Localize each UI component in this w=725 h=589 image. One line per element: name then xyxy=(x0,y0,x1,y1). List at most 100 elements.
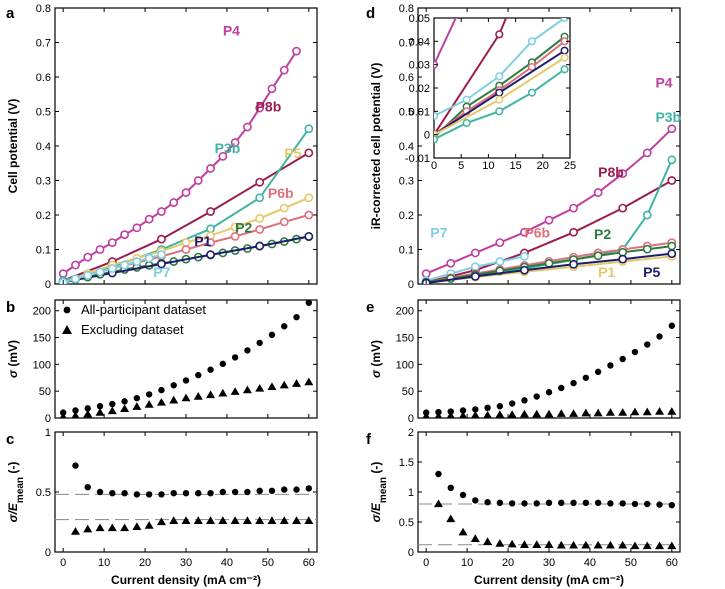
panel-f-point-excluding xyxy=(433,499,443,508)
panel-c-point-all xyxy=(293,486,300,493)
panel-f-xtick-label: 20 xyxy=(502,557,514,569)
panel-c-point-excluding xyxy=(304,516,314,524)
panel-f-point-all xyxy=(631,500,639,508)
inset-point-P3b xyxy=(495,107,504,116)
panel-b-point-excluding xyxy=(107,406,117,415)
panel-c-point-all xyxy=(219,488,227,496)
panel-e-point-all xyxy=(558,384,565,392)
panel-d-series-label-P1: P1 xyxy=(598,264,615,280)
panel-b-ytick-label: 100 xyxy=(33,359,51,371)
panel-a-plot-area xyxy=(54,7,318,285)
panel-c-point-all xyxy=(207,490,214,497)
panel-b-point-all xyxy=(72,407,79,414)
panel-e-ytick-label: 100 xyxy=(396,359,414,371)
panel-e-point-excluding xyxy=(459,411,467,418)
panel-d-marks xyxy=(421,124,677,284)
panel-f-ytick-label: 2 xyxy=(408,427,414,439)
panel-a-point-P6b xyxy=(255,225,265,234)
panel-a-point-P4 xyxy=(292,46,301,56)
panel-b-point-all xyxy=(121,398,128,405)
panel-c-xlabel: Current density (mA cm⁻²) xyxy=(111,573,261,587)
panel-d-point-P4 xyxy=(470,248,480,258)
panel-d-ytick-label: 0.5 xyxy=(399,107,414,119)
panel-f-xtick-label: 60 xyxy=(666,557,678,569)
panel-e-point-all xyxy=(570,379,577,387)
panel-a-series-label-P4: P4 xyxy=(223,23,240,39)
panel-c-point-all xyxy=(145,491,153,498)
panel-a-point-P4 xyxy=(279,65,289,75)
inset-xtick-label: 10 xyxy=(482,160,494,172)
panel-b-ytick-label: 50 xyxy=(39,386,51,398)
panel-label-f: f xyxy=(366,431,372,448)
panel-b-ylabel-sigma: σ xyxy=(6,369,20,378)
panel-b-point-excluding xyxy=(95,408,105,416)
panel-f-point-excluding xyxy=(532,540,542,548)
panel-f-point-excluding xyxy=(483,537,493,545)
panel-b-point-excluding xyxy=(193,392,203,400)
panel-e-point-excluding xyxy=(667,407,677,415)
panel-c-ytick-label: 0 xyxy=(45,547,51,559)
panel-a-ytick-label: 0 xyxy=(45,279,51,291)
panel-b-point-all xyxy=(84,405,91,412)
panel-d-ylabel: iR-corrected cell potential (V) xyxy=(369,63,383,230)
panel-c-point-all xyxy=(268,487,276,494)
panel-f-ytick-label: 0 xyxy=(408,547,414,559)
panel-a-point-P4 xyxy=(71,260,80,270)
panel-d-point-P5 xyxy=(470,272,480,281)
panel-b-ytick-label: 0 xyxy=(45,413,51,425)
panel-e-point-all xyxy=(631,348,639,356)
panel-f-point-excluding xyxy=(667,541,677,550)
panel-c-point-excluding xyxy=(242,516,252,524)
panel-b-point-excluding xyxy=(267,382,277,391)
panel-b-point-excluding xyxy=(304,377,314,386)
panel-b-point-excluding xyxy=(144,400,154,408)
panel-f-point-excluding xyxy=(507,539,517,548)
panel-d-point-P8b xyxy=(569,227,578,237)
inset-point-P1 xyxy=(495,95,504,104)
panel-a-point-P4 xyxy=(181,188,191,197)
panel-f-point-excluding xyxy=(446,514,456,523)
panel-a-ytick-label: 0.4 xyxy=(36,141,51,153)
inset-point-P7 xyxy=(495,72,504,81)
panel-a-point-P4 xyxy=(132,223,142,233)
panel-a-point-P4 xyxy=(157,207,166,216)
panel-c-point-all xyxy=(244,488,251,496)
panel-b-point-excluding xyxy=(279,380,289,389)
panel-f-point-all xyxy=(570,499,577,506)
panel-a-series-label-P2: P2 xyxy=(235,219,252,235)
panel-a-point-P7 xyxy=(144,253,154,263)
panel-c-point-excluding xyxy=(255,516,265,524)
inset-point-P7 xyxy=(560,18,569,23)
panel-a-point-P7 xyxy=(107,264,117,273)
panel-f-ylabel-main: σ/E xyxy=(369,502,383,522)
inset-point-P3b xyxy=(434,135,439,144)
inset-point-P7 xyxy=(527,37,536,46)
panel-a-point-P4 xyxy=(218,151,228,161)
panel-f-point-all xyxy=(619,500,626,507)
panel-d-ytick-label: 0.4 xyxy=(399,141,414,153)
inset-marks xyxy=(434,18,569,144)
inset-point-P3b xyxy=(527,88,536,97)
inset-point-P6b xyxy=(527,62,536,72)
panel-d-point-P4 xyxy=(569,203,578,213)
panel-e-marks xyxy=(422,322,677,418)
legend-marker-excluding xyxy=(62,325,72,334)
panel-c-point-all xyxy=(170,490,177,497)
panel-a-point-P4 xyxy=(255,103,265,113)
panel-e-point-all xyxy=(484,404,491,412)
panel-e-point-excluding xyxy=(519,409,529,418)
panel-f-point-excluding xyxy=(618,540,628,549)
panel-d-point-P5 xyxy=(618,254,628,264)
panel-e-point-all xyxy=(533,393,540,400)
panel-b-marks xyxy=(59,300,314,418)
panel-f-point-excluding xyxy=(495,539,505,547)
panel-b-point-all xyxy=(145,391,153,398)
panel-d-series-label-P2: P2 xyxy=(594,226,611,242)
panel-d-ytick-label: 0.2 xyxy=(399,210,414,222)
panel-f-point-all xyxy=(594,499,602,506)
panel-e-point-all xyxy=(472,406,479,413)
panel-a-series-label-P5: P5 xyxy=(284,145,301,161)
panel-e-ytick-label: 50 xyxy=(402,386,414,398)
panel-f-xlabel: Current density (mA cm⁻²) xyxy=(474,573,624,587)
panel-a-point-P4 xyxy=(267,84,277,94)
